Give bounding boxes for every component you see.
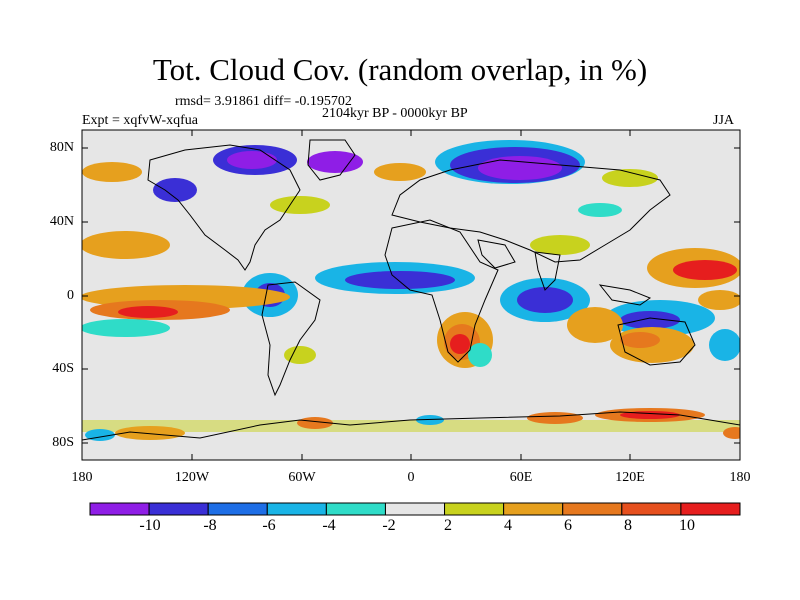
colorbar-box <box>384 502 446 516</box>
lon-label: 0 <box>407 470 415 485</box>
colorbar-box <box>89 502 150 516</box>
lat-label: 80S <box>52 435 74 450</box>
stats-line: rmsd= 3.91861 diff= -0.195702 <box>175 94 352 109</box>
colorbar-label: -6 <box>262 517 276 534</box>
colorbar-box <box>207 502 268 516</box>
colorbar-box <box>266 502 327 516</box>
colorbar-label: -2 <box>382 517 396 534</box>
colorbar-label: -4 <box>322 517 336 534</box>
colorbar-box <box>503 502 564 516</box>
lon-label: 120E <box>615 470 645 485</box>
lon-label: 180 <box>729 470 751 485</box>
colorbar-label: 8 <box>624 517 632 534</box>
colorbar-box <box>621 502 682 516</box>
experiment-label: Expt = xqfvW-xqfua <box>82 113 198 128</box>
lat-label: 40N <box>49 214 74 229</box>
lon-label: 60W <box>288 470 316 485</box>
lat-label: 0 <box>67 288 74 303</box>
period-label: 2104kyr BP - 0000kyr BP <box>322 106 468 121</box>
colorbar-label: 6 <box>564 517 572 534</box>
colorbar-box <box>680 502 741 516</box>
colorbar-box <box>562 502 623 516</box>
lon-label: 120W <box>174 470 210 485</box>
anomaly-field <box>82 140 740 441</box>
map-title: Tot. Cloud Cov. (random overlap, in %) <box>152 52 648 87</box>
lat-label: 40S <box>52 361 74 376</box>
colorbar-box <box>444 502 505 516</box>
season-label: JJA <box>713 113 735 128</box>
colorbar-label: -10 <box>139 517 161 534</box>
colorbar-label: 4 <box>504 517 512 534</box>
colorbar-label: 10 <box>679 517 695 534</box>
lon-label: 60E <box>509 470 533 485</box>
colorbar-label: 2 <box>444 517 452 534</box>
colorbar-box <box>148 502 209 516</box>
lon-ticks <box>191 130 631 460</box>
colorbar-box <box>325 502 386 516</box>
lon-label: 180 <box>71 470 93 485</box>
colorbar <box>89 502 741 516</box>
lat-ticks <box>82 147 740 444</box>
colorbar-label: -8 <box>203 517 217 534</box>
coastlines <box>82 139 740 441</box>
lat-label: 80N <box>49 140 74 155</box>
